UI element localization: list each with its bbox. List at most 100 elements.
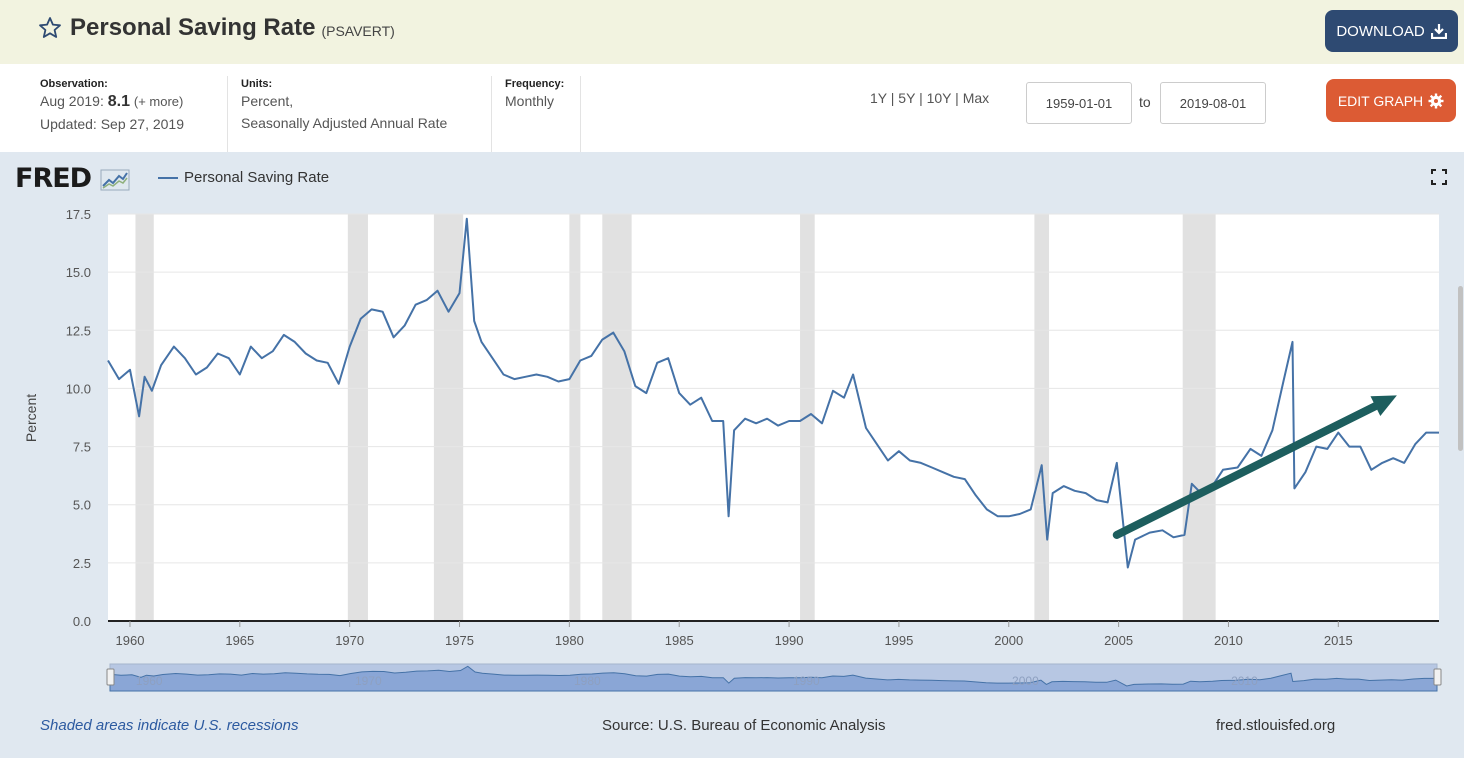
range-5y[interactable]: 5Y xyxy=(898,90,916,106)
data-point[interactable] xyxy=(1133,538,1137,542)
data-point[interactable] xyxy=(820,421,824,425)
data-point[interactable] xyxy=(919,461,923,465)
download-button[interactable]: DOWNLOAD xyxy=(1325,10,1458,52)
data-point[interactable] xyxy=(952,475,956,479)
start-date-input[interactable]: 1959-01-01 xyxy=(1026,82,1132,124)
data-point[interactable] xyxy=(688,403,692,407)
data-point[interactable] xyxy=(392,335,396,339)
data-point[interactable] xyxy=(776,424,780,428)
data-point[interactable] xyxy=(941,470,945,474)
data-point[interactable] xyxy=(1358,445,1362,449)
data-point[interactable] xyxy=(1161,528,1165,532)
data-point[interactable] xyxy=(414,303,418,307)
data-point[interactable] xyxy=(137,414,141,418)
data-point[interactable] xyxy=(743,417,747,421)
data-point[interactable] xyxy=(403,324,407,328)
data-point[interactable] xyxy=(1424,431,1428,435)
data-point[interactable] xyxy=(490,356,494,360)
data-point[interactable] xyxy=(128,368,132,372)
data-point[interactable] xyxy=(143,375,147,379)
data-point[interactable] xyxy=(425,298,429,302)
data-point[interactable] xyxy=(908,459,912,463)
data-point[interactable] xyxy=(260,356,264,360)
data-point[interactable] xyxy=(589,354,593,358)
data-point[interactable] xyxy=(1336,431,1340,435)
data-point[interactable] xyxy=(359,317,363,321)
page-scrollbar[interactable] xyxy=(1458,286,1463,451)
data-point[interactable] xyxy=(1270,428,1274,432)
data-point[interactable] xyxy=(458,291,462,295)
data-point[interactable] xyxy=(1040,463,1044,467)
data-point[interactable] xyxy=(1281,379,1285,383)
data-point[interactable] xyxy=(996,514,1000,518)
data-point[interactable] xyxy=(271,349,275,353)
data-point[interactable] xyxy=(117,377,121,381)
data-point[interactable] xyxy=(315,359,319,363)
navigator-handle-right[interactable] xyxy=(1433,668,1442,686)
data-point[interactable] xyxy=(611,331,615,335)
data-point[interactable] xyxy=(1073,489,1077,493)
data-point[interactable] xyxy=(1029,507,1033,511)
data-point[interactable] xyxy=(831,389,835,393)
data-point[interactable] xyxy=(172,345,176,349)
data-point[interactable] xyxy=(710,419,714,423)
data-point[interactable] xyxy=(1095,498,1099,502)
data-point[interactable] xyxy=(1347,445,1351,449)
data-point[interactable] xyxy=(1291,340,1295,344)
data-point[interactable] xyxy=(974,493,978,497)
data-point[interactable] xyxy=(1402,461,1406,465)
data-point[interactable] xyxy=(600,338,604,342)
data-point[interactable] xyxy=(963,477,967,481)
data-point[interactable] xyxy=(545,375,549,379)
data-point[interactable] xyxy=(798,419,802,423)
data-point[interactable] xyxy=(851,372,855,376)
range-10y[interactable]: 10Y xyxy=(926,90,952,106)
data-point[interactable] xyxy=(472,319,476,323)
data-point[interactable] xyxy=(381,310,385,314)
data-point[interactable] xyxy=(1126,566,1130,570)
edit-graph-button[interactable]: EDIT GRAPH xyxy=(1326,79,1456,122)
data-point[interactable] xyxy=(677,391,681,395)
data-point[interactable] xyxy=(809,412,813,416)
data-point[interactable] xyxy=(1413,442,1417,446)
data-point[interactable] xyxy=(1062,484,1066,488)
data-point[interactable] xyxy=(501,372,505,376)
data-point[interactable] xyxy=(655,361,659,365)
chart-area[interactable]: 0.0 2.5 5.0 7.5 10.0 12.5 15.0 17.5 1960 1965 1970… xyxy=(0,152,1464,758)
data-point[interactable] xyxy=(326,361,330,365)
data-point[interactable] xyxy=(194,372,198,376)
data-point[interactable] xyxy=(106,359,110,363)
range-1y[interactable]: 1Y xyxy=(870,90,887,106)
data-point[interactable] xyxy=(699,396,703,400)
data-point[interactable] xyxy=(1236,466,1240,470)
data-point[interactable] xyxy=(1084,491,1088,495)
data-point[interactable] xyxy=(523,375,527,379)
data-point[interactable] xyxy=(1221,468,1225,472)
data-point[interactable] xyxy=(348,345,352,349)
data-point[interactable] xyxy=(1183,533,1187,537)
data-point[interactable] xyxy=(1380,461,1384,465)
data-point[interactable] xyxy=(227,356,231,360)
star-icon[interactable] xyxy=(38,16,62,40)
data-point[interactable] xyxy=(1314,445,1318,449)
data-point[interactable] xyxy=(1303,470,1307,474)
data-point[interactable] xyxy=(1018,512,1022,516)
data-point[interactable] xyxy=(249,345,253,349)
data-point[interactable] xyxy=(465,217,469,221)
data-point[interactable] xyxy=(370,307,374,311)
data-point[interactable] xyxy=(282,333,286,337)
data-point[interactable] xyxy=(1325,447,1329,451)
data-point[interactable] xyxy=(447,310,451,314)
data-point[interactable] xyxy=(644,391,648,395)
data-point[interactable] xyxy=(567,377,571,381)
data-point[interactable] xyxy=(875,442,879,446)
data-point[interactable] xyxy=(436,289,440,293)
navigator-handle-left[interactable] xyxy=(106,668,115,686)
data-point[interactable] xyxy=(1369,468,1373,472)
data-point[interactable] xyxy=(985,507,989,511)
data-point[interactable] xyxy=(304,352,308,356)
data-point[interactable] xyxy=(238,372,242,376)
data-point[interactable] xyxy=(1148,531,1152,535)
data-point[interactable] xyxy=(216,352,220,356)
data-point[interactable] xyxy=(754,421,758,425)
